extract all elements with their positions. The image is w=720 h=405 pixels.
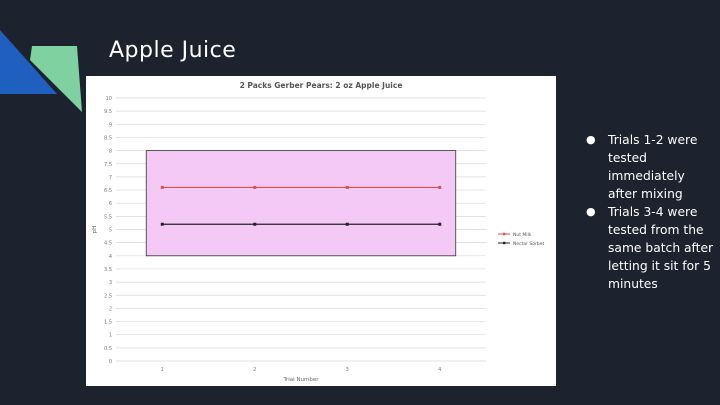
bullet-text: Trials 1-2 were tested immediately after… bbox=[608, 133, 698, 201]
blue-triangle-shape bbox=[0, 30, 57, 94]
slide-title: Apple Juice bbox=[109, 38, 237, 63]
data-point bbox=[438, 222, 442, 226]
x-tick-label: 1 bbox=[161, 367, 164, 373]
y-tick-label: 7.5 bbox=[104, 162, 112, 168]
data-point bbox=[438, 185, 442, 189]
y-tick-label: 3 bbox=[109, 280, 112, 286]
y-tick-label: 4.5 bbox=[104, 241, 112, 247]
data-point bbox=[160, 222, 164, 226]
green-triangle-shape bbox=[30, 46, 82, 112]
legend-marker bbox=[503, 241, 506, 245]
bullet-list: ● Trials 1-2 were tested immediately aft… bbox=[586, 131, 716, 293]
y-tick-label: 5.5 bbox=[104, 214, 112, 220]
chart-container: 2 Packs Gerber Pears: 2 oz Apple Juice 0 0… bbox=[86, 76, 556, 386]
data-point bbox=[253, 185, 257, 189]
bullet-item: ● Trials 1-2 were tested immediately aft… bbox=[586, 131, 716, 203]
y-tick-label: 0.5 bbox=[104, 346, 112, 352]
line-chart: 2 Packs Gerber Pears: 2 oz Apple Juice 0 0… bbox=[92, 81, 544, 383]
legend-marker bbox=[503, 232, 506, 236]
y-tick-label: 10 bbox=[106, 96, 112, 102]
bullet-dot-icon: ● bbox=[586, 133, 596, 146]
y-tick-label: 9.5 bbox=[104, 109, 112, 115]
data-point bbox=[253, 222, 257, 226]
y-tick-label: 8 bbox=[109, 149, 112, 155]
y-tick-label: 5 bbox=[109, 228, 112, 234]
y-tick-label: 0 bbox=[109, 359, 112, 365]
x-axis-label: Trial Number bbox=[282, 377, 319, 383]
legend-label: Nectar Sorbet bbox=[513, 241, 544, 247]
y-tick-label: 2.5 bbox=[104, 293, 112, 299]
y-tick-label: 1 bbox=[109, 333, 112, 339]
y-tick-label: 6.5 bbox=[104, 188, 112, 194]
x-tick-label: 4 bbox=[438, 367, 441, 373]
highlight-band bbox=[145, 150, 457, 257]
bullet-text: Trials 3-4 were tested from the same bat… bbox=[608, 205, 714, 291]
data-point bbox=[345, 185, 349, 189]
y-tick-label: 6 bbox=[109, 201, 112, 207]
legend-label: Nut Milk bbox=[513, 232, 532, 238]
y-tick-label: 1.5 bbox=[104, 320, 112, 326]
y-tick-label: 3.5 bbox=[104, 267, 112, 273]
y-tick-label: 2 bbox=[109, 306, 112, 312]
data-point bbox=[345, 222, 349, 226]
corner-decoration bbox=[0, 30, 82, 112]
y-tick-label: 8.5 bbox=[104, 135, 112, 141]
y-tick-label: 9 bbox=[109, 122, 112, 128]
y-axis-label: pH bbox=[92, 226, 98, 234]
y-tick-label: 4 bbox=[109, 254, 112, 260]
bullet-dot-icon: ● bbox=[586, 205, 596, 218]
bullet-item: ● Trials 3-4 were tested from the same b… bbox=[586, 203, 716, 293]
data-point bbox=[160, 185, 164, 189]
chart-title: 2 Packs Gerber Pears: 2 oz Apple Juice bbox=[240, 81, 403, 90]
x-tick-label: 3 bbox=[346, 367, 349, 373]
y-tick-label: 7 bbox=[109, 175, 112, 181]
x-tick-label: 2 bbox=[253, 367, 256, 373]
